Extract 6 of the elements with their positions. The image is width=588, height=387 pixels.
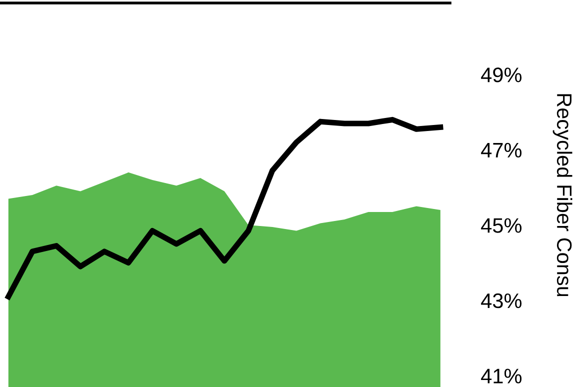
y-tick-label: 45%: [481, 218, 522, 233]
y-tick-label: 47%: [481, 142, 522, 158]
y-tick-label: 41%: [481, 368, 522, 384]
y-tick-label: 43%: [481, 293, 522, 308]
y-tick-label: 49%: [481, 68, 522, 82]
y2-axis-title: Recycled Fiber Consu: [552, 94, 572, 296]
